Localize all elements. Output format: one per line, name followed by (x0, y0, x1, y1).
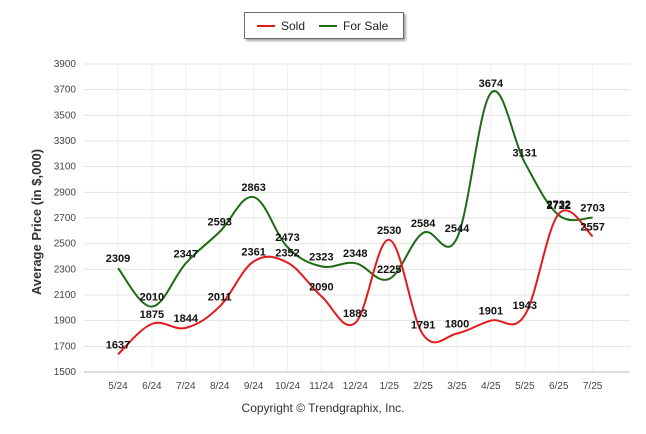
y-tick-label: 2900 (54, 187, 77, 198)
data-label-sold: 2011 (208, 291, 232, 303)
x-tick-label: 1/25 (379, 381, 399, 392)
x-tick-label: 7/24 (176, 381, 196, 392)
data-label-for-sale: 3674 (479, 78, 504, 90)
data-label-for-sale: 2863 (241, 182, 265, 194)
x-tick-label: 3/25 (447, 381, 467, 392)
x-tick-label: 9/24 (244, 381, 264, 392)
y-tick-label: 2100 (54, 290, 77, 301)
y-tick-label: 1900 (54, 316, 77, 327)
data-label-sold: 1800 (445, 319, 469, 331)
legend-label-for-sale: For Sale (343, 18, 389, 33)
legend-swatch-for-sale (319, 24, 337, 27)
legend-item-for-sale[interactable]: For Sale (319, 13, 388, 38)
x-tick-label: 4/25 (481, 381, 501, 392)
copyright-credit: Copyright © Trendgraphix, Inc. (241, 401, 405, 415)
x-tick-label: 6/24 (142, 381, 162, 392)
data-labels: 1637 1875 1844 2011 2361 2352 2090 1883 2530 1791… (106, 78, 605, 351)
data-label-sold: 1791 (411, 320, 435, 332)
x-tick-label: 11/24 (309, 381, 334, 392)
y-tick-label: 2300 (54, 264, 77, 275)
data-label-for-sale: 2347 (174, 248, 198, 260)
y-tick-label: 3700 (54, 85, 77, 96)
data-label-sold: 2090 (309, 281, 333, 293)
series-line-sold (117, 209, 594, 356)
axes: 1500 1700 1900 2100 2300 2500 2700 2900 3100 3300… (54, 59, 630, 392)
data-label-sold: 1875 (140, 309, 164, 321)
series-lines (117, 90, 594, 356)
data-label-sold: 1637 (106, 339, 130, 351)
y-axis-label: Average Price (in $,000) (29, 149, 44, 295)
legend: Sold For Sale (244, 12, 404, 39)
data-label-for-sale: 2348 (343, 248, 367, 260)
data-label-sold: 1943 (513, 300, 537, 312)
x-tick-label: 12/24 (343, 381, 368, 392)
legend-swatch-sold (257, 24, 275, 27)
data-label-for-sale: 2473 (275, 232, 299, 244)
data-label-sold: 2557 (580, 221, 604, 233)
data-label-sold: 2361 (241, 247, 265, 259)
data-label-for-sale: 3131 (513, 148, 537, 160)
x-tick-label: 5/25 (515, 381, 535, 392)
data-label-sold: 2732 (546, 199, 570, 211)
data-label-for-sale: 2703 (580, 203, 604, 215)
legend-item-sold[interactable]: Sold (257, 13, 305, 38)
y-tick-label: 2700 (54, 213, 77, 224)
y-tick-label: 3300 (54, 136, 77, 147)
data-label-for-sale: 2309 (106, 253, 130, 265)
series-line-for-sale (117, 90, 593, 308)
legend-label-sold: Sold (281, 18, 306, 33)
data-label-for-sale: 2544 (445, 223, 470, 235)
y-tick-label: 3900 (54, 59, 77, 70)
data-label-for-sale: 2722 (546, 200, 570, 212)
data-label-sold: 2352 (275, 248, 299, 260)
data-label-sold: 1901 (479, 306, 503, 318)
data-label-sold: 2530 (377, 225, 401, 237)
data-label-sold: 1883 (343, 308, 367, 320)
data-label-for-sale: 2584 (411, 218, 436, 230)
x-tick-label: 8/24 (210, 381, 230, 392)
data-label-for-sale: 2225 (377, 264, 401, 276)
y-tick-label: 3100 (54, 162, 77, 173)
y-tick-label: 1500 (54, 367, 77, 378)
data-label-sold: 1844 (174, 313, 199, 325)
data-label-for-sale: 2010 (140, 292, 164, 304)
x-tick-label: 10/24 (275, 381, 300, 392)
y-tick-label: 3500 (54, 110, 77, 121)
grid-lines (84, 63, 630, 373)
y-tick-label: 1700 (54, 341, 77, 352)
x-tick-label: 5/24 (108, 381, 128, 392)
data-label-for-sale: 2323 (309, 251, 333, 263)
y-tick-label: 2500 (54, 239, 77, 250)
x-tick-label: 6/25 (549, 381, 569, 392)
x-tick-label: 2/25 (413, 381, 433, 392)
x-tick-label: 7/25 (583, 381, 603, 392)
data-label-for-sale: 2593 (207, 217, 231, 229)
